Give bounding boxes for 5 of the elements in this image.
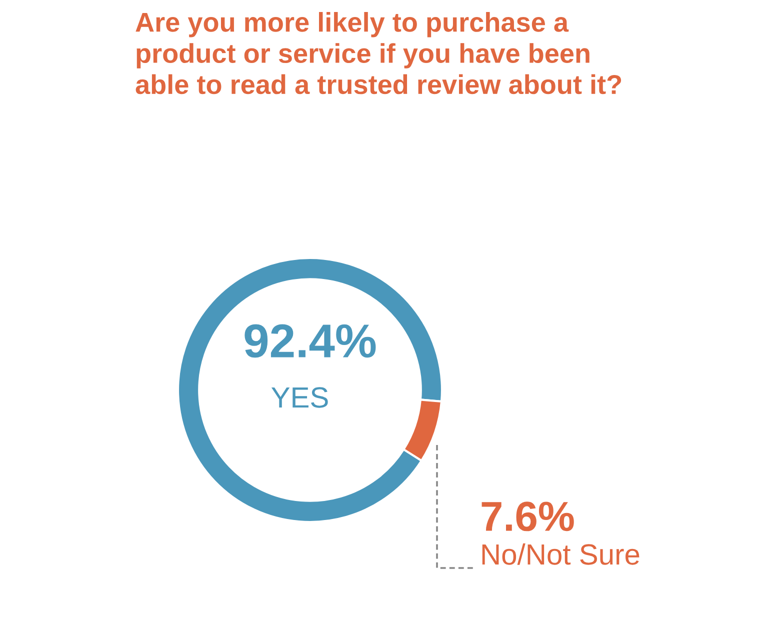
slice-label: No/Not Sure [482,543,640,565]
data-label: 92.4% [244,324,376,358]
chart-title: Are you more likely to purchase a product or service if you have been able to read a trusted review about it? [136,12,622,94]
data-label: 7.6% [482,502,574,532]
slice-label: YES [271,387,328,408]
